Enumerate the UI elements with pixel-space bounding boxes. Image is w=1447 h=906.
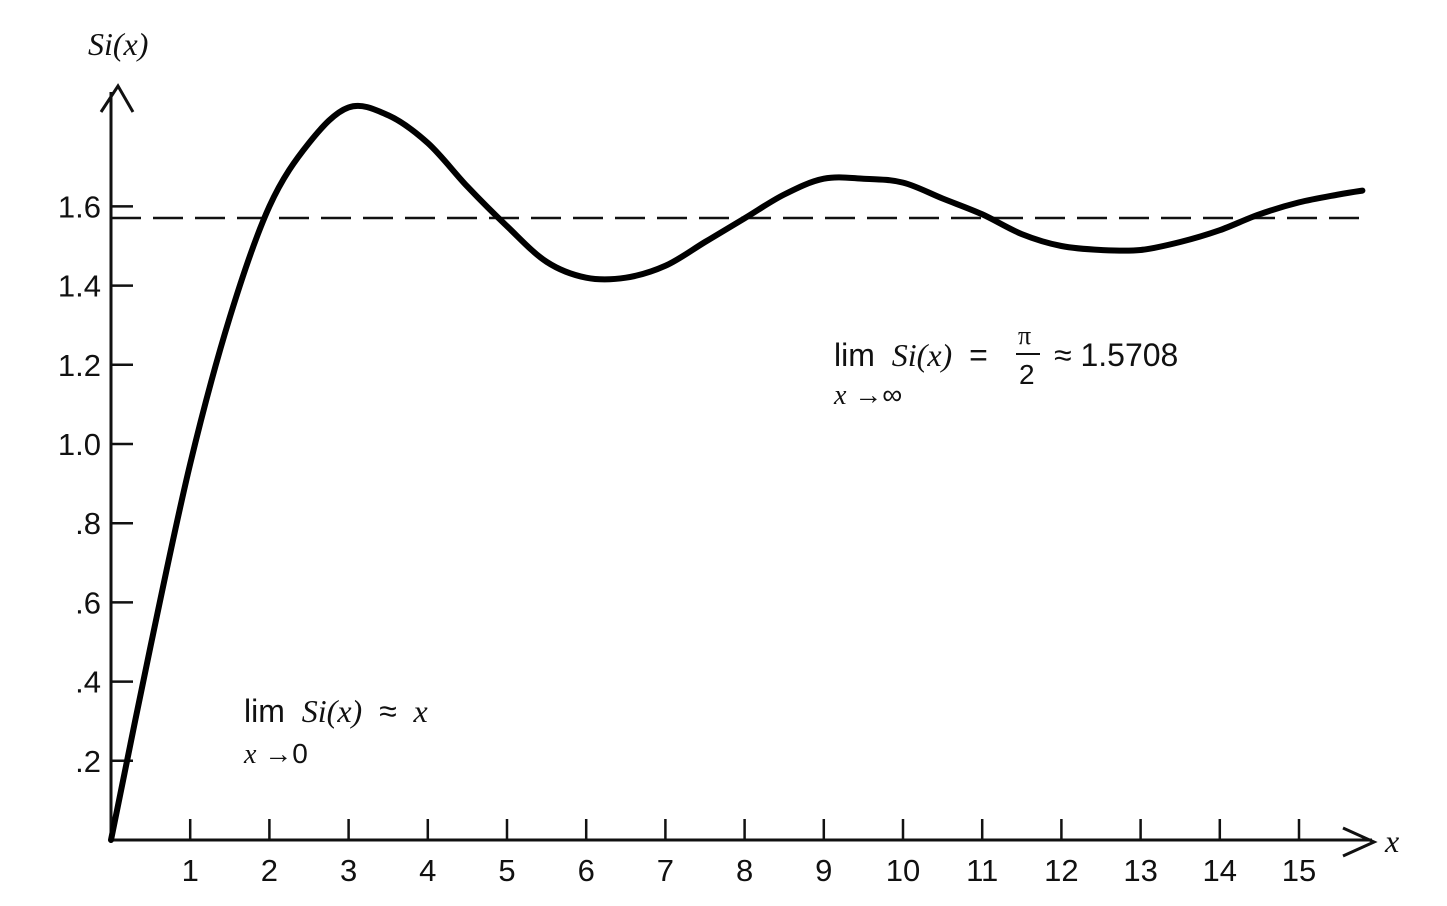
upper-sub-rest: →∞	[854, 379, 902, 410]
si-curve	[108, 102, 1366, 843]
y-tick-label: 1.2	[58, 348, 101, 383]
lower-func: Si(x)	[302, 693, 362, 729]
y-axis-title: Si(x)	[88, 26, 148, 62]
x-tick-label: 2	[261, 853, 278, 888]
limit-zero-annotation: lim Si(x) ≈ x x →0	[243, 693, 428, 770]
x-tick-label: 14	[1203, 853, 1237, 888]
upper-pi: π	[1018, 321, 1031, 350]
y-tick-label: .2	[75, 744, 101, 779]
svg-text:lim Si(x) =: lim Si(x) =	[834, 337, 988, 373]
y-tick-label: .8	[75, 506, 101, 541]
axis-ticks: 1 2 3 4 5 6 7 8 9 10 11 12 13 14 15.2.4.6.81.01.21.41.…	[58, 189, 1316, 888]
x-tick-label: 13	[1123, 853, 1157, 888]
y-tick-label: .6	[75, 585, 101, 620]
lower-sub-rest: →0	[264, 738, 308, 769]
x-tick-label: 15	[1282, 853, 1316, 888]
upper-approx: ≈ 1.5708	[1054, 337, 1178, 373]
upper-lim-word: lim	[834, 337, 875, 373]
x-tick-label: 8	[736, 853, 753, 888]
x-tick-label: 5	[498, 853, 515, 888]
x-axis-arrowhead	[1342, 826, 1378, 858]
lower-sub-var: x	[243, 739, 257, 770]
lower-var: x	[413, 693, 428, 729]
y-tick-label: 1.4	[58, 269, 101, 304]
curve-series	[108, 102, 1366, 843]
svg-text:x →∞: x →∞	[833, 379, 902, 411]
svg-text:lim Si(x) ≈: lim Si(x) ≈ x	[244, 693, 428, 729]
x-tick-label: 1	[182, 853, 199, 888]
svg-text:x →0: x →0	[243, 738, 308, 770]
y-axis-arrowhead	[99, 83, 135, 113]
x-axis-title: x	[1384, 823, 1399, 859]
x-tick-label: 10	[886, 853, 920, 888]
x-tick-label: 4	[419, 853, 436, 888]
lower-approx: ≈	[379, 693, 397, 729]
x-tick-label: 12	[1044, 853, 1078, 888]
y-tick-label: 1.6	[58, 189, 101, 224]
y-tick-label: .4	[75, 665, 101, 700]
x-tick-label: 9	[815, 853, 832, 888]
upper-two: 2	[1019, 359, 1035, 390]
x-tick-label: 7	[657, 853, 674, 888]
upper-equals: =	[969, 337, 988, 373]
y-tick-label: 1.0	[58, 427, 101, 462]
upper-sub-var: x	[833, 380, 847, 411]
x-tick-label: 11	[966, 853, 998, 888]
upper-func: Si(x)	[892, 337, 952, 373]
lower-lim-word: lim	[244, 693, 285, 729]
x-tick-label: 3	[340, 853, 357, 888]
limit-infinity-annotation: lim Si(x) = π 2 ≈ 1.5708 x →∞	[833, 321, 1178, 411]
x-tick-label: 6	[578, 853, 595, 888]
